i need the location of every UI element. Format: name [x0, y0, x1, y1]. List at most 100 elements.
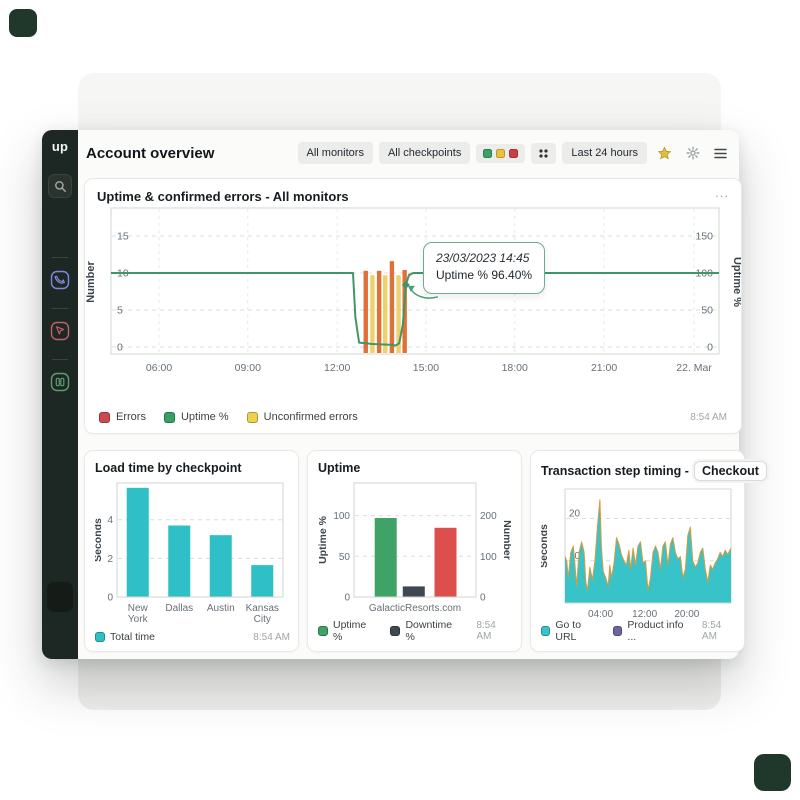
x-tick-label: GalacticResorts.com: [369, 603, 461, 614]
y-tick-label: 10: [569, 551, 581, 562]
bar: [126, 487, 149, 597]
uptime-line: [111, 272, 719, 347]
favorite-button[interactable]: [653, 143, 676, 164]
settings-button[interactable]: [682, 143, 704, 163]
legend-label: Uptime %: [332, 619, 367, 643]
bar: [168, 525, 191, 597]
phone-icon: [50, 270, 70, 290]
y-tick-label: 5: [117, 305, 123, 317]
x-tick-label: 22. Mar: [676, 362, 712, 374]
sidebar-item-synthetics[interactable]: [42, 248, 78, 299]
y-tick-label: 0: [107, 593, 113, 604]
status-square: [509, 148, 519, 158]
x-tick-label: New York: [128, 603, 149, 625]
y-tick-label: 0: [344, 593, 350, 604]
legend-item[interactable]: Unconfirmed errors: [246, 411, 358, 423]
search-icon: [54, 180, 66, 192]
bar-downtime-: [402, 586, 425, 597]
legend-label: Downtime %: [405, 619, 453, 643]
status-square: [496, 148, 506, 158]
legend-label: Total time: [110, 631, 155, 643]
transaction-timing-card: Transaction step timing - Checkout 01020…: [530, 450, 767, 652]
sidebar-nav: [42, 248, 78, 401]
divider: [52, 308, 68, 309]
search-button[interactable]: [48, 174, 72, 198]
legend-label: Unconfirmed errors: [263, 411, 358, 423]
sidebar-avatar[interactable]: [47, 582, 73, 612]
bar-uptime-: [374, 518, 397, 597]
uptime-marker: [401, 280, 410, 289]
step-selector[interactable]: Checkout: [693, 461, 767, 481]
legend-item[interactable]: Errors: [99, 411, 146, 423]
main-chart-legend: Errors Uptime % Unconfirmed errors 8:54 AM: [85, 411, 741, 423]
all-checkpoints-button[interactable]: All checkpoints: [378, 142, 471, 164]
card-title: Transaction step timing -: [541, 464, 689, 478]
y-axis-label: Uptime %: [318, 515, 329, 564]
area-edge-line: [564, 499, 732, 591]
divider: [52, 359, 68, 360]
legend-swatch: [318, 626, 328, 636]
y-tick-label: 2: [107, 554, 113, 565]
timestamp: 8:54 AM: [690, 411, 727, 423]
card-title: Uptime: [318, 461, 361, 475]
legend-label: Product info ...: [627, 619, 684, 643]
menu-button[interactable]: [710, 145, 731, 162]
columns-icon: [50, 372, 70, 392]
x-tick-label: Kansas City: [246, 603, 279, 625]
card-menu-button[interactable]: ...: [715, 185, 729, 200]
sidebar-item-dashboards[interactable]: [42, 350, 78, 401]
y-tick-label: 0: [117, 342, 123, 354]
x-tick-label: Dallas: [165, 603, 193, 614]
hamburger-icon: [714, 148, 727, 158]
legend-item[interactable]: Product info ...: [613, 619, 690, 643]
all-monitors-button[interactable]: All monitors: [297, 142, 373, 164]
main-chart[interactable]: 06:00 09:00 12:00 15:00 18:00 21:00 22. Mar 0 5 1…: [85, 206, 743, 387]
error-bar: [363, 270, 368, 353]
y2-axis-label: Number: [501, 520, 511, 560]
gear-icon: [686, 146, 700, 160]
app-logo[interactable]: up: [51, 139, 69, 154]
app-window: up Account overview All monitors All che…: [42, 130, 767, 659]
error-bar: [376, 270, 382, 353]
legend-item[interactable]: Uptime %: [318, 619, 378, 643]
legend-swatch: [390, 626, 401, 636]
legend-label: Go to URL: [555, 619, 582, 643]
topbar: Account overview All monitors All checkp…: [78, 130, 739, 176]
y-axis-label: Number: [85, 261, 97, 303]
star-icon: [657, 145, 672, 159]
y2-tick-label: 50: [701, 305, 713, 317]
uptime-chart-canvas[interactable]: 0 50 100 0 100 200 Uptime % Number GalacticResor…: [317, 477, 513, 627]
legend-swatch: [541, 626, 551, 636]
legend-item[interactable]: Uptime %: [163, 411, 229, 423]
legend-swatch: [163, 411, 175, 423]
legend-item[interactable]: Total time: [95, 631, 155, 643]
legend-label: Errors: [116, 411, 146, 423]
uptime-card: Uptime 0 50 100 0 100 200 Uptime % Number Galact…: [307, 450, 522, 652]
sidebar-item-alerts[interactable]: [42, 299, 78, 350]
y-axis-label: Seconds: [95, 518, 104, 562]
legend-item[interactable]: Downtime %: [390, 619, 464, 643]
timestamp: 8:54 AM: [253, 631, 290, 643]
load-time-card: Load time by checkpoint 0 2 4 Seconds New Yor…: [84, 450, 299, 652]
card-title: Uptime & confirmed errors - All monitors: [97, 189, 349, 204]
status-filter-button[interactable]: [476, 143, 526, 163]
legend-swatch: [246, 411, 258, 423]
load-time-legend: Total time 8:54 AM: [95, 631, 290, 643]
y-tick-label: 4: [107, 515, 113, 526]
x-tick-label: 09:00: [235, 362, 261, 374]
x-tick-label: 15:00: [413, 362, 439, 374]
error-bar: [370, 275, 375, 353]
transaction-legend: Go to URL Product info ... 8:54 AM: [541, 619, 736, 643]
x-tick-label: 12:00: [324, 362, 350, 374]
time-range-button[interactable]: Last 24 hours: [562, 142, 647, 164]
y-tick-label: 100: [333, 511, 350, 522]
y2-tick-label: 200: [480, 511, 497, 522]
legend-item[interactable]: Go to URL: [541, 619, 601, 643]
bar: [209, 535, 232, 597]
layout-grid-button[interactable]: [531, 142, 557, 164]
tooltip-date: 23/03/2023 14:45: [436, 251, 530, 265]
x-tick-label: 06:00: [146, 362, 172, 374]
error-bar: [383, 275, 388, 353]
